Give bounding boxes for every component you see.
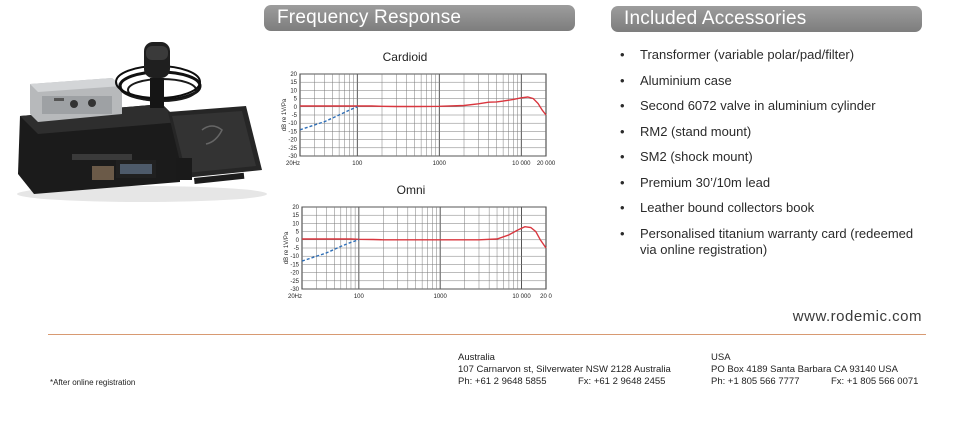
australia-address: 107 Carnarvon st, Silverwater NSW 2128 A… — [458, 364, 671, 375]
australia-phone: Ph: +61 2 9648 5855 — [458, 376, 547, 387]
accessory-item: • Premium 30’/10m lead — [620, 175, 920, 191]
usa-fax: Fx: +1 805 566 0071 — [831, 376, 919, 387]
low-cut-curve — [301, 239, 360, 262]
footer-divider — [48, 334, 926, 335]
accessory-label: Aluminium case — [640, 72, 732, 88]
accessory-label: Premium 30’/10m lead — [640, 174, 771, 190]
y-tick-label: -15 — [290, 262, 299, 268]
product-photo — [17, 42, 267, 202]
website-link[interactable]: www.rodemic.com — [792, 308, 922, 325]
accessory-item: • SM2 (shock mount) — [620, 149, 920, 165]
accessory-label: Personalised titanium warranty card (red… — [640, 225, 914, 257]
accessory-label: Transformer (variable polar/pad/filter) — [640, 47, 855, 62]
accessory-item: • Second 6072 valve in aluminium cylinder — [620, 98, 920, 114]
x-tick-label: 20Hz — [288, 294, 302, 300]
bullet-icon: • — [620, 72, 625, 88]
accessory-label: Leather bound collectors book — [640, 200, 815, 215]
x-tick-label: 1000 — [433, 161, 447, 167]
low-cut-curve — [299, 106, 358, 131]
footnote: *After online registration — [50, 378, 136, 387]
y-tick-label: -5 — [294, 246, 300, 252]
australia-country: Australia — [458, 352, 495, 363]
accessory-item: • Aluminium case — [620, 73, 920, 89]
accessory-item: • RM2 (stand mount) — [620, 124, 920, 140]
accessory-label: RM2 (stand mount) — [640, 123, 752, 139]
y-tick-label: 20 — [290, 72, 297, 78]
bullet-icon: • — [620, 47, 625, 62]
y-tick-label: -20 — [288, 138, 297, 144]
x-tick-label: 20Hz — [286, 161, 300, 167]
y-tick-label: 15 — [290, 80, 297, 86]
y-tick-label: 10 — [292, 221, 299, 227]
x-tick-label: 20 000 — [537, 161, 556, 167]
y-axis-label: dB re 1V/Pa — [282, 98, 288, 131]
y-tick-label: -25 — [290, 279, 299, 285]
frequency-response-curve — [302, 225, 547, 249]
frequency-response-header: Frequency Response — [264, 5, 575, 31]
usa-country: USA — [711, 352, 731, 363]
y-tick-label: 20 — [292, 205, 299, 211]
omni-chart-title: Omni — [396, 183, 426, 197]
bullet-icon: • — [620, 225, 625, 241]
y-tick-label: 15 — [292, 213, 299, 219]
y-tick-label: 0 — [296, 238, 300, 244]
y-tick-label: -30 — [288, 154, 297, 160]
included-accessories-header: Included Accessories — [611, 6, 922, 32]
bullet-icon: • — [620, 98, 625, 113]
accessory-item: • Personalised titanium warranty card (re… — [620, 226, 920, 258]
bullet-icon: • — [620, 174, 625, 190]
y-tick-label: 10 — [290, 88, 297, 94]
frequency-response-curve — [300, 96, 547, 116]
y-axis-label: dB re 1V/Pa — [284, 231, 290, 264]
bullet-icon: • — [620, 123, 625, 139]
y-tick-label: -30 — [290, 287, 299, 293]
accessory-item: • Leather bound collectors book — [620, 200, 920, 216]
y-tick-label: -25 — [288, 146, 297, 152]
x-tick-label: 10 000 — [512, 161, 531, 167]
y-tick-label: 5 — [294, 97, 298, 103]
cardioid-chart-title: Cardioid — [382, 50, 428, 64]
y-tick-label: -20 — [290, 271, 299, 277]
x-tick-label: 100 — [354, 294, 365, 300]
accessory-item: • Transformer (variable polar/pad/filter) — [620, 47, 920, 63]
australia-fax: Fx: +61 2 9648 2455 — [578, 376, 666, 387]
y-tick-label: -10 — [290, 254, 299, 260]
y-tick-label: -15 — [288, 129, 297, 135]
x-tick-label: 10 000 — [512, 294, 531, 300]
bullet-icon: • — [620, 149, 625, 164]
y-tick-label: -5 — [292, 113, 298, 119]
accessory-label: SM2 (shock mount) — [640, 149, 753, 164]
x-tick-label: 20 0 — [540, 294, 552, 300]
y-tick-label: -10 — [288, 121, 297, 127]
y-tick-label: 0 — [294, 105, 298, 111]
x-tick-label: 1000 — [434, 294, 448, 300]
usa-phone: Ph: +1 805 566 7777 — [711, 376, 800, 387]
accessories-list: • Transformer (variable polar/pad/filter)… — [620, 47, 920, 267]
y-tick-label: 5 — [296, 230, 300, 236]
x-tick-label: 100 — [352, 161, 363, 167]
usa-address: PO Box 4189 Santa Barbara CA 93140 USA — [711, 364, 898, 375]
bullet-icon: • — [620, 200, 625, 215]
accessory-label: Second 6072 valve in aluminium cylinder — [640, 98, 876, 113]
